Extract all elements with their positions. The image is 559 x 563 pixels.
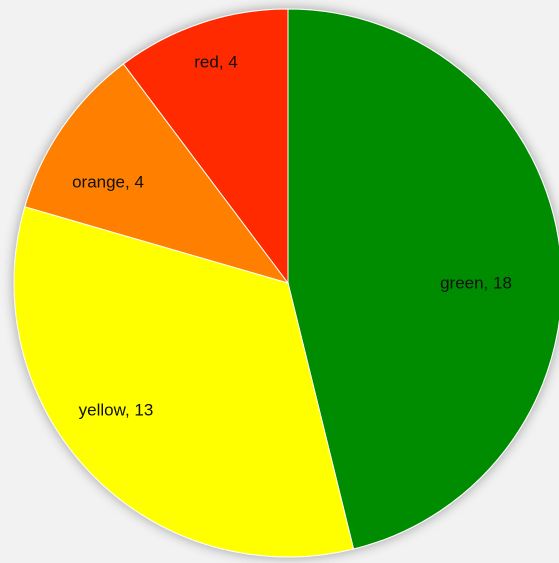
pie-slice-green (287, 8, 559, 550)
pie-slice-red (122, 8, 289, 285)
data-label-orange: orange, 4 (72, 172, 144, 191)
data-label-green: green, 18 (440, 273, 512, 292)
pie-slice-orange (24, 63, 290, 284)
pie-slices (13, 8, 559, 558)
data-label-yellow: yellow, 13 (79, 400, 154, 419)
data-label-red: red, 4 (194, 52, 237, 71)
pie-slice-yellow (13, 206, 355, 558)
pie-data-labels: green, 18 yellow, 13 orange, 4 red, 4 (72, 52, 512, 419)
